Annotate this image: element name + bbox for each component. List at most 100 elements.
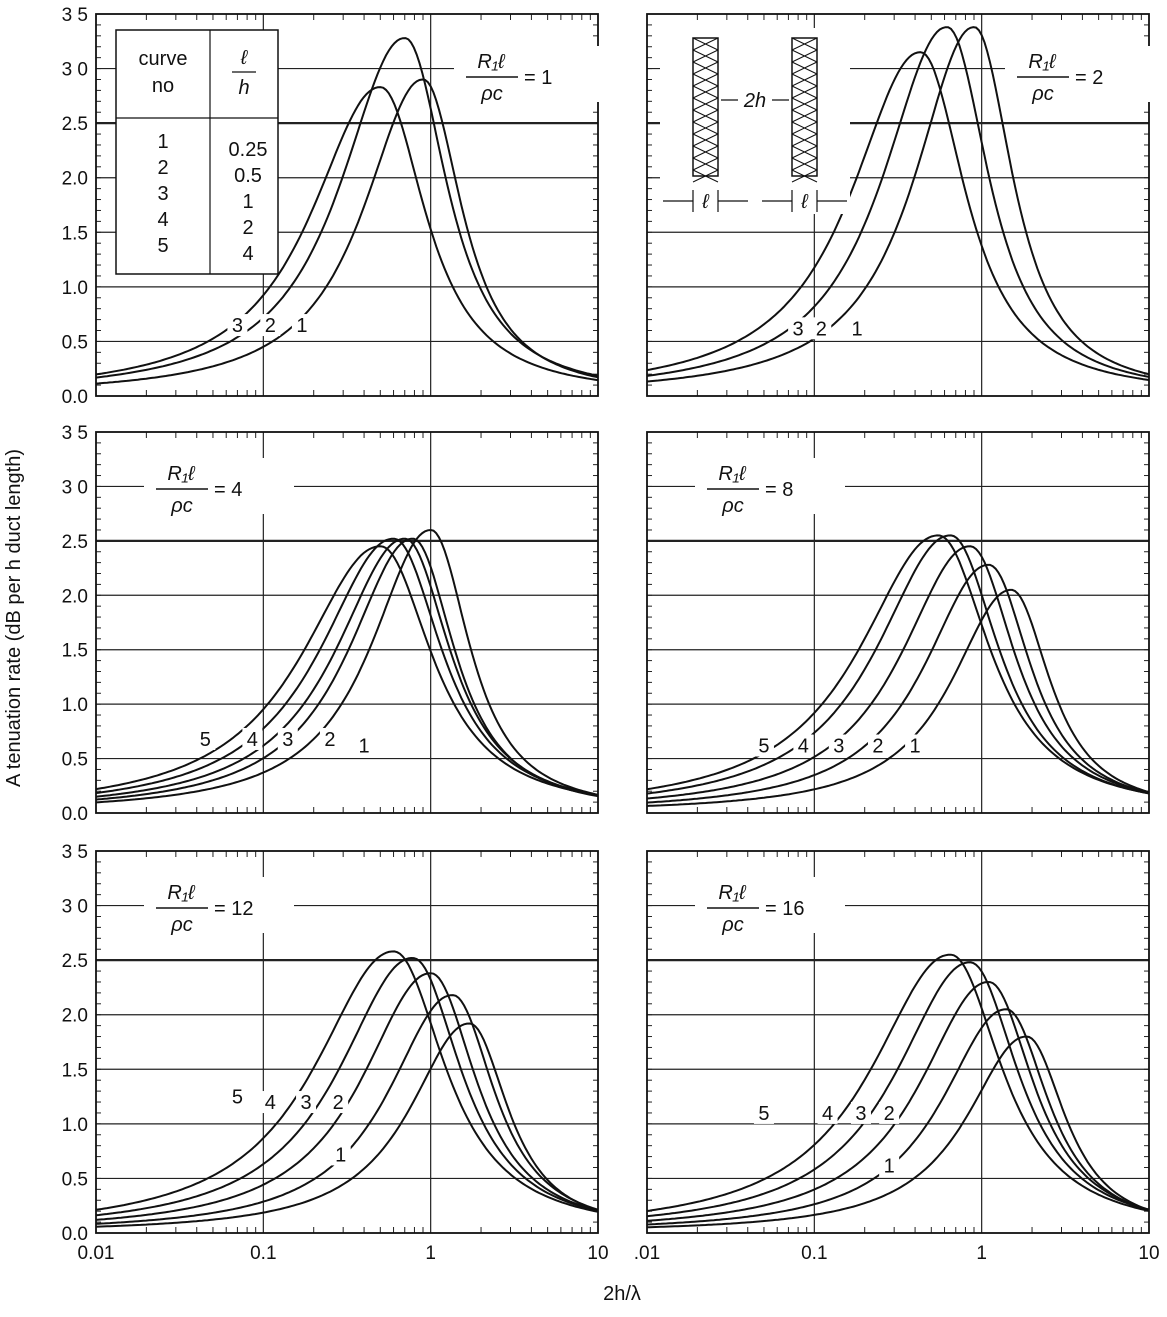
curve-1 [646,26,1150,383]
hatch [692,133,719,147]
duct-inset: 2h ℓ ℓ [660,28,850,214]
y-tick-label: 0.5 [62,1169,88,1190]
hatch [692,109,719,123]
y-tick-label: 2.5 [62,532,88,553]
hatch [791,145,818,159]
y-tick-label: 1.5 [62,223,88,244]
legend-table: curve no ℓh 1 2 3 4 5 0.25 0.5 1 2 4 [115,29,279,275]
curve-label-bg [227,314,248,337]
y-tick-label: 0.5 [62,750,88,771]
curve-2 [646,26,1150,378]
gap-label-bg [738,88,772,112]
curve-label-1: 1 [851,318,862,340]
x-tick-label: 10 [587,1243,608,1264]
curve-2 [95,537,599,801]
y-tick-label: 1.5 [62,641,88,662]
param-value: = 2 [1075,67,1103,89]
hatch [791,49,818,63]
hatch [791,61,818,75]
curves [95,950,599,1228]
param-value: = 16 [765,898,804,920]
table-curve-no: 5 [157,235,168,257]
table-header-l: ℓ [240,47,249,69]
hatch [791,133,818,147]
gap-label: 2h [743,90,766,112]
param-label-bg [144,877,294,933]
curve-4 [646,534,1150,795]
y-tick-label: 0.0 [62,387,88,408]
param-numerator: R₁ℓ [718,882,747,904]
param-value: = 8 [765,479,793,501]
y-tick-label: 1.0 [62,695,88,716]
panel-2: 1 23 R₁ℓ ρc = 2 2h ℓ ℓ [646,13,1155,397]
curves [95,37,599,385]
curve-label-4: 4 [247,729,258,751]
y-tick-label: 2.0 [62,1006,88,1027]
curve-label-bg [328,1091,349,1114]
curve-label-bg [753,734,774,757]
panel-5: 0.0 0.5 1.0 1.5 2.0 2.5 3 0 3 5 0.01 0.1 1 10 1 23 45 R… [62,842,609,1264]
table-curve-no: 4 [157,209,168,231]
curve-label-bg [793,734,814,757]
curve-1 [95,528,599,804]
x-tick-label: 1 [425,1243,436,1264]
y-tick-label: 2.0 [62,586,88,607]
curve-label-3: 3 [282,729,293,751]
curve-label-bg [277,727,298,750]
table-header-no: no [152,75,174,97]
curve-label-bg [195,727,216,750]
hatch [791,37,818,51]
curve-label-2: 2 [324,729,335,751]
curve-label-bg [905,734,926,757]
curve-label-2: 2 [333,1092,344,1114]
param-denominator: ρc [1031,83,1053,105]
curve-label-bg [319,727,340,750]
curve-label-2: 2 [816,318,827,340]
curve-label-bg [879,1101,900,1124]
curve-label-bg [753,1101,774,1124]
y-tick-label: 3 5 [62,423,88,444]
curve-label-5: 5 [200,729,211,751]
curve-5 [646,953,1150,1212]
y-tick-label: 3 0 [62,60,88,81]
x-tick-label: .01 [634,1243,660,1264]
curve-label-1: 1 [910,736,921,758]
curve-label-bg [850,1101,871,1124]
curve-label-2: 2 [265,315,276,337]
curve-label-bg [867,734,888,757]
curve-label-bg [260,1091,281,1114]
param-denominator: ρc [721,495,743,517]
curve-1 [646,588,1150,807]
hatch [692,73,719,87]
curve-label-1: 1 [335,1144,346,1166]
y-tick-label: 1.0 [62,278,88,299]
curve-1 [95,1022,599,1228]
param-label-bg [454,46,604,102]
hatch [692,49,719,63]
table-l-over-h: 1 [242,191,253,213]
param-numerator: R₁ℓ [167,882,196,904]
curve-label-bg [879,1154,900,1177]
absorber-lining [692,37,719,177]
table-l-over-h: 0.5 [234,165,262,187]
curve-1 [646,1035,1150,1229]
curve-label-bg [811,317,832,340]
y-tick-label: 2.0 [62,169,88,190]
x-tick-label: 0.1 [250,1243,276,1264]
table-curve-no: 1 [157,131,168,153]
param-label-bg [695,458,845,514]
thickness-label: ℓ [701,191,710,213]
curve-label-3: 3 [833,736,844,758]
hatch [692,61,719,75]
y-tick-label: 2.5 [62,951,88,972]
curve-2 [646,563,1150,804]
y-tick-label: 0.5 [62,332,88,353]
curve-label-bg [291,314,312,337]
param-value: = 12 [214,898,253,920]
inset-bg [660,28,850,214]
curves [646,534,1150,807]
hatch [791,85,818,99]
curve-label-bg [828,734,849,757]
panel-frame [646,850,1150,1234]
